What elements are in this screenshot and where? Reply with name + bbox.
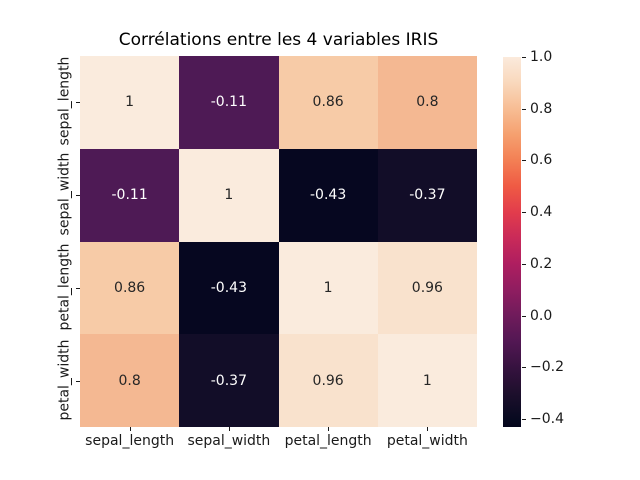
colorbar-tick-mark	[522, 263, 526, 265]
heatmap-cell: -0.43	[179, 241, 279, 335]
heatmap-cell: 1	[377, 334, 477, 427]
colorbar-tick-mark	[522, 108, 526, 110]
y-tick-label: petal_width	[56, 339, 72, 421]
heatmap-cell: -0.37	[377, 148, 477, 242]
x-tick-label: petal_length	[284, 433, 372, 449]
x-tick-mark	[427, 427, 429, 431]
chart-title: Corrélations entre les 4 variables IRIS	[118, 30, 439, 50]
heatmap-cell: 1	[179, 148, 279, 242]
colorbar-tick-label: 0.6	[530, 152, 553, 169]
x-tick-mark	[328, 427, 330, 431]
heatmap-cell: -0.11	[179, 56, 279, 149]
colorbar-tick-label: 0.4	[530, 204, 553, 221]
x-tick-label: sepal_width	[187, 433, 271, 449]
heatmap-cell: -0.37	[179, 334, 279, 427]
colorbar-tick-label: −0.2	[530, 359, 564, 376]
y-tick-mark	[76, 195, 80, 197]
heatmap-cell: 0.86	[80, 241, 180, 335]
colorbar-tick-mark	[522, 367, 526, 369]
y-tick-label: sepal_width	[56, 152, 72, 236]
colorbar-tick-label: 1.0	[530, 49, 553, 65]
y-tick-mark	[76, 380, 80, 382]
colorbar-tick-mark	[522, 419, 526, 421]
heatmap-cell: -0.11	[80, 148, 180, 242]
colorbar-tick-mark	[522, 212, 526, 214]
heatmap-cell: 0.8	[377, 56, 477, 149]
heatmap-cell: 0.96	[377, 241, 477, 335]
colorbar-tick-label: −0.4	[530, 411, 564, 428]
colorbar-tick-mark	[522, 160, 526, 162]
x-tick-label: petal_width	[386, 433, 468, 449]
colorbar-tick-label: 0.0	[530, 307, 553, 324]
heatmap-cell: 0.96	[278, 334, 378, 427]
colorbar-tick-label: 0.2	[530, 255, 553, 272]
x-tick-mark	[228, 427, 230, 431]
colorbar-tick-mark	[522, 57, 526, 58]
heatmap-grid: 1 -0.11 0.86 0.8 -0.11 1 -0.43 -0.37 0.86 -0.43 1 0…	[80, 56, 477, 427]
colorbar	[503, 57, 521, 427]
heatmap-cell: 1	[278, 241, 378, 335]
x-tick-label: sepal_length	[85, 433, 175, 449]
colorbar-tick-mark	[522, 315, 526, 317]
y-tick-label: sepal_length	[56, 56, 72, 146]
heatmap-cell: 1	[80, 56, 180, 149]
colorbar-tick-label: 0.8	[530, 100, 553, 117]
y-tick-mark	[76, 287, 80, 289]
heatmap-cell: -0.43	[278, 148, 378, 242]
heatmap-cell: 0.8	[80, 334, 180, 427]
x-tick-mark	[129, 427, 131, 431]
y-tick-label: petal_length	[56, 243, 72, 331]
y-tick-mark	[76, 102, 80, 104]
heatmap-cell: 0.86	[278, 56, 378, 149]
